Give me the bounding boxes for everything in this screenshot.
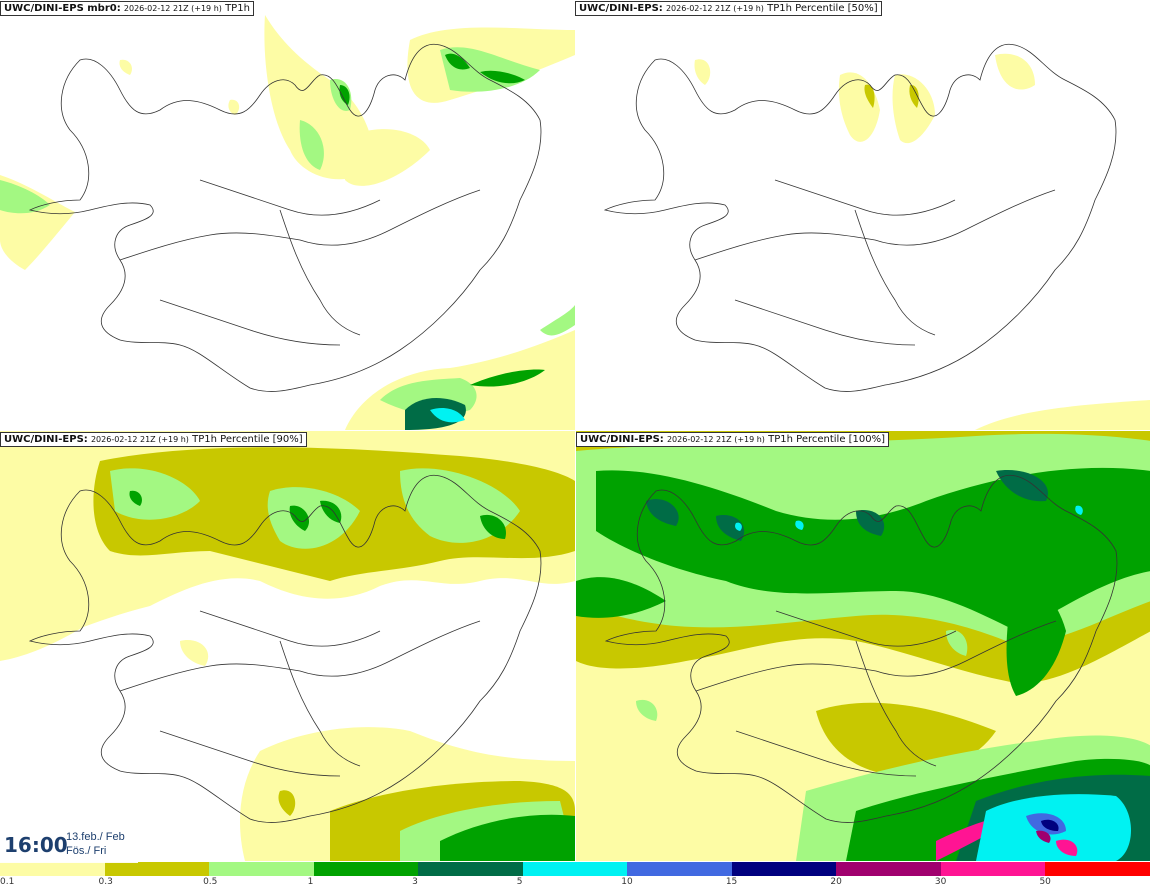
map-panel-p90: UWC/DINI-EPS: 2026-02-12 21Z (+19 h) TP1… [0, 431, 575, 861]
valid-time-box: 16:00 13.feb./ Feb Fös./ Fri [0, 825, 138, 863]
legend-color-2 [209, 862, 315, 876]
legend-tick-label: 1 [307, 877, 314, 887]
valid-date: 13.feb./ Feb [66, 831, 125, 843]
panel-title: UWC/DINI-EPS: 2026-02-12 21Z (+19 h) TP1… [576, 432, 890, 447]
precip-map-p100 [576, 431, 1150, 861]
legend-tick-label: 0.5 [203, 877, 218, 887]
run-time: 2026-02-12 21Z (+19 h) [90, 435, 189, 444]
legend-color-10 [1045, 862, 1150, 876]
panel-title: UWC/DINI-EPS: 2026-02-12 21Z (+19 h) TP1… [575, 1, 882, 16]
legend-tick-label: 15 [725, 877, 738, 887]
legend-tick-label: 3 [412, 877, 418, 887]
legend-color-5 [522, 862, 628, 876]
legend-color-4 [418, 862, 524, 876]
map-panel-p50: UWC/DINI-EPS: 2026-02-12 21Z (+19 h) TP1… [575, 0, 1150, 430]
valid-time: 16:00 [4, 833, 68, 857]
field-name: TP1h Percentile [90%] [192, 434, 303, 445]
legend-color-8 [836, 862, 942, 876]
legend-tick-label: 0.3 [98, 877, 113, 887]
precip-fields [0, 15, 575, 430]
legend-color-1 [104, 862, 210, 876]
legend-tick-label: 30 [934, 877, 947, 887]
run-time: 2026-02-12 21Z (+19 h) [666, 435, 765, 444]
run-time: 2026-02-12 21Z (+19 h) [665, 4, 764, 13]
precip-map-p90 [0, 431, 575, 861]
legend-color-9 [940, 862, 1046, 876]
precip-fields [0, 431, 575, 861]
panel-title: UWC/DINI-EPS: 2026-02-12 21Z (+19 h) TP1… [0, 432, 307, 447]
legend-tick-label: 5 [516, 877, 523, 887]
field-name: TP1h Percentile [100%] [768, 434, 886, 445]
legend-color-0 [0, 862, 105, 876]
color-legend: 0.1 0.3 0.5 1 3 5 10 15 20 30 50 [0, 862, 1150, 891]
field-name: TP1h [225, 3, 250, 14]
map-panel-p100: UWC/DINI-EPS: 2026-02-12 21Z (+19 h) TP1… [576, 431, 1150, 861]
precip-fields [694, 53, 1150, 430]
legend-color-3 [313, 862, 419, 876]
run-time: 2026-02-12 21Z (+19 h) [123, 4, 222, 13]
legend-tick-label: 50 [1039, 877, 1051, 887]
legend-tick-label: 0.1 [0, 877, 15, 887]
precip-fields [576, 431, 1150, 861]
valid-weekday: Fös./ Fri [66, 845, 107, 857]
precip-map-mbr0 [0, 15, 575, 430]
precip-map-p50 [604, 43, 1150, 430]
field-name: TP1h Percentile [50%] [767, 3, 878, 14]
legend-color-7 [731, 862, 837, 876]
legend-tick-label: 20 [830, 877, 842, 887]
legend-color-6 [627, 862, 733, 876]
panel-title: UWC/DINI-EPS mbr0: 2026-02-12 21Z (+19 h… [0, 1, 254, 16]
map-panel-mbr0: UWC/DINI-EPS mbr0: 2026-02-12 21Z (+19 h… [0, 0, 575, 430]
legend-tick-label: 10 [621, 877, 633, 887]
